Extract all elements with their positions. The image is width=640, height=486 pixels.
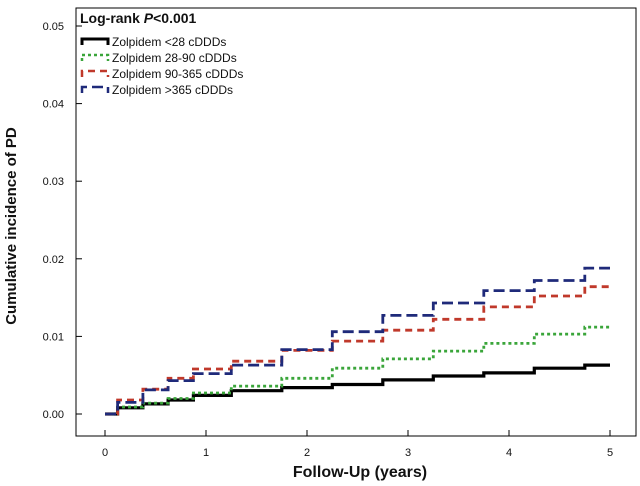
legend-item-2: Zolpidem 28-90 cDDDs xyxy=(80,50,243,66)
series-lines xyxy=(105,266,610,416)
legend-label: Zolpidem <28 cDDDs xyxy=(112,35,227,49)
x-tick-label: 4 xyxy=(506,447,512,459)
x-tick-label: 5 xyxy=(607,447,613,459)
legend-swatch xyxy=(80,37,110,45)
y-tick-label: 0.02 xyxy=(43,254,64,266)
plot-area xyxy=(75,7,637,437)
legend-label: Zolpidem >365 cDDDs xyxy=(112,83,234,97)
legend-swatch xyxy=(80,53,110,61)
legend-item-3: Zolpidem 90-365 cDDDs xyxy=(80,66,243,82)
legend-swatch xyxy=(80,69,110,77)
y-tick-label: 0.04 xyxy=(43,99,64,111)
legend-swatch xyxy=(80,85,110,93)
series-line-4 xyxy=(105,266,610,416)
legend-item-4: Zolpidem >365 cDDDs xyxy=(80,82,243,98)
legend: Zolpidem <28 cDDDs Zolpidem 28-90 cDDDs Zo… xyxy=(80,34,243,98)
y-tick-label: 0.01 xyxy=(43,331,64,343)
y-tick-label: 0.05 xyxy=(43,21,64,33)
series-line-2 xyxy=(105,325,610,416)
x-axis-label: Follow-Up (years) xyxy=(292,464,428,481)
legend-label: Zolpidem 90-365 cDDDs xyxy=(112,67,244,81)
y-tick-label: 0.03 xyxy=(43,176,64,188)
y-tick-label: 0.00 xyxy=(43,409,64,421)
y-axis-label: Cumulative incidence of PD xyxy=(3,127,20,325)
x-tick-label: 2 xyxy=(304,447,310,459)
x-tick-label: 0 xyxy=(102,447,108,459)
legend-item-1: Zolpidem <28 cDDDs xyxy=(80,34,243,50)
logrank-annotation: Log-rank P<0.001 xyxy=(80,10,197,26)
x-tick-label: 1 xyxy=(203,447,209,459)
axis-ticks: 0.00 0.01 0.02 0.03 0.04 0.05 0 1 2 3 4 5 xyxy=(43,21,613,459)
legend-label: Zolpidem 28-90 cDDDs xyxy=(112,51,237,65)
x-tick-label: 3 xyxy=(405,447,411,459)
